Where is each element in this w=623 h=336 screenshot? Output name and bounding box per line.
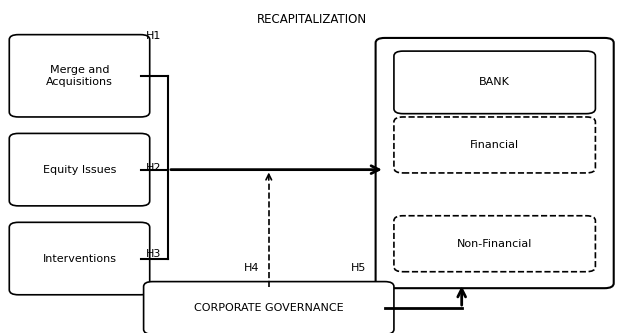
Text: Merge and
Acquisitions: Merge and Acquisitions — [46, 65, 113, 87]
FancyBboxPatch shape — [9, 35, 150, 117]
Text: H1: H1 — [145, 31, 161, 41]
Text: BANK: BANK — [479, 77, 510, 87]
Text: Equity Issues: Equity Issues — [43, 165, 116, 175]
FancyBboxPatch shape — [143, 282, 394, 334]
FancyBboxPatch shape — [394, 51, 596, 114]
Text: Non-Financial: Non-Financial — [457, 239, 532, 249]
Text: H5: H5 — [351, 263, 366, 274]
Text: Interventions: Interventions — [42, 254, 117, 263]
FancyBboxPatch shape — [9, 222, 150, 295]
Text: Financial: Financial — [470, 140, 519, 150]
FancyBboxPatch shape — [9, 133, 150, 206]
FancyBboxPatch shape — [394, 216, 596, 272]
Text: H4: H4 — [244, 263, 260, 274]
Text: H3: H3 — [145, 249, 161, 259]
Text: H2: H2 — [145, 163, 161, 173]
Text: CORPORATE GOVERNANCE: CORPORATE GOVERNANCE — [194, 303, 343, 313]
FancyBboxPatch shape — [376, 38, 614, 288]
Text: RECAPITALIZATION: RECAPITALIZATION — [257, 13, 366, 26]
FancyBboxPatch shape — [394, 117, 596, 173]
